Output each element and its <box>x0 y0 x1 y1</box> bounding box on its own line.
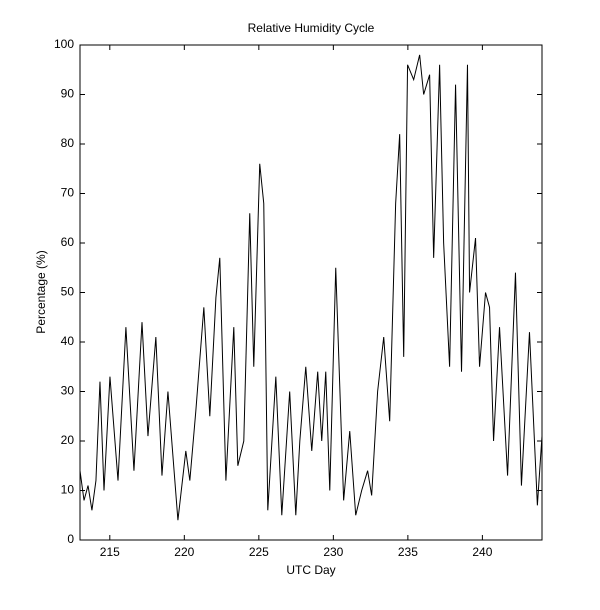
x-tick-label: 220 <box>174 545 194 559</box>
y-tick-label: 50 <box>61 285 75 299</box>
x-tick-label: 235 <box>398 545 418 559</box>
x-axis-label: UTC Day <box>286 563 335 577</box>
y-tick-label: 70 <box>61 186 75 200</box>
x-tick-label: 225 <box>249 545 269 559</box>
data-line <box>79 54 543 521</box>
chart-title: Relative Humidity Cycle <box>248 21 375 35</box>
x-tick-label: 230 <box>323 545 343 559</box>
y-tick-label: 90 <box>61 87 75 101</box>
y-tick-label: 20 <box>61 433 75 447</box>
y-tick-label: 30 <box>61 384 75 398</box>
x-tick-label: 215 <box>100 545 120 559</box>
y-tick-label: 0 <box>67 532 74 546</box>
y-tick-label: 40 <box>61 334 75 348</box>
x-tick-label: 240 <box>472 545 492 559</box>
y-axis-label: Percentage (%) <box>34 250 48 333</box>
y-tick-label: 10 <box>61 483 75 497</box>
y-tick-label: 100 <box>54 37 74 51</box>
y-tick-label: 60 <box>61 235 75 249</box>
y-tick-label: 80 <box>61 136 75 150</box>
